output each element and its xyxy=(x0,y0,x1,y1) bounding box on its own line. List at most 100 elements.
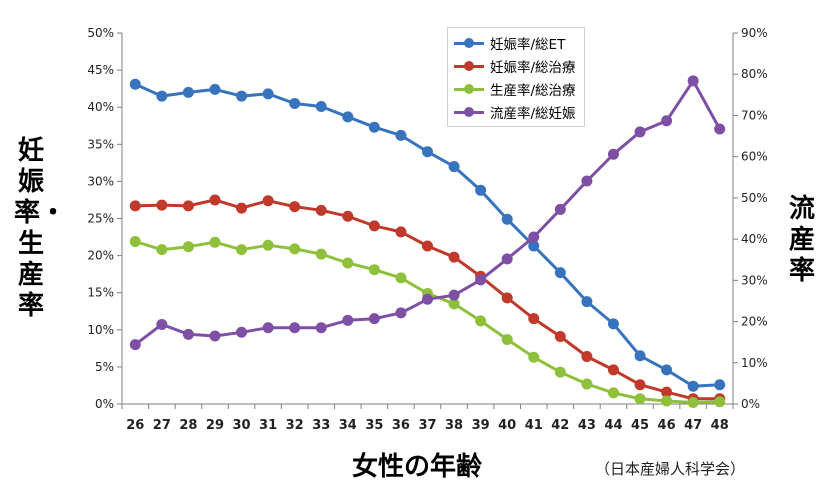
data-point xyxy=(315,248,327,260)
x-axis-label: 女性の年齢 xyxy=(352,452,483,482)
data-point xyxy=(607,318,619,330)
data-point xyxy=(395,272,407,284)
data-point xyxy=(342,111,354,123)
data-point xyxy=(581,351,593,363)
data-point xyxy=(262,322,274,334)
data-point xyxy=(236,90,248,102)
data-point xyxy=(528,351,540,363)
data-point xyxy=(156,244,168,256)
data-point xyxy=(182,328,194,340)
data-point xyxy=(475,315,487,327)
legend-swatch xyxy=(454,37,484,49)
data-point xyxy=(395,226,407,238)
data-point xyxy=(475,184,487,196)
y-tick-label-left: 20% xyxy=(87,249,114,263)
x-tick-label: 47 xyxy=(684,418,702,433)
legend-label: 妊娠率/総ET xyxy=(490,36,566,53)
data-point xyxy=(661,386,673,398)
data-point xyxy=(262,195,274,207)
data-point xyxy=(368,121,380,133)
data-point xyxy=(182,241,194,253)
data-point xyxy=(395,307,407,319)
data-point xyxy=(554,330,566,342)
x-tick-label: 37 xyxy=(418,418,436,433)
y-tick-label-right: 20% xyxy=(741,315,768,329)
data-point xyxy=(448,161,460,173)
data-point xyxy=(581,378,593,390)
legend: 妊娠率/総ET 妊娠率/総治療 生産率/総治療 流産率/総妊娠 xyxy=(447,27,585,127)
y-tick-label-right: 90% xyxy=(741,26,768,40)
data-point xyxy=(209,236,221,248)
data-point xyxy=(581,175,593,187)
data-point xyxy=(315,100,327,112)
x-tick-label: 41 xyxy=(525,418,543,433)
y-tick-label-right: 60% xyxy=(741,150,768,164)
legend-label: 流産率/総妊娠 xyxy=(490,105,576,122)
data-point xyxy=(368,313,380,325)
data-point xyxy=(156,90,168,102)
data-point xyxy=(634,350,646,362)
data-point xyxy=(156,199,168,211)
legend-item: 妊娠率/総治療 xyxy=(454,54,576,77)
y-tick-label-left: 5% xyxy=(95,360,114,374)
data-point xyxy=(129,339,141,351)
y-tick-label-left: 0% xyxy=(95,397,114,411)
data-point xyxy=(714,379,726,391)
legend-swatch xyxy=(454,106,484,118)
y-tick-label-left: 30% xyxy=(87,174,114,188)
x-tick-label: 36 xyxy=(392,418,410,433)
data-point xyxy=(368,264,380,276)
data-point xyxy=(236,202,248,214)
y-tick-label-left: 25% xyxy=(87,212,114,226)
data-point xyxy=(501,333,513,345)
x-tick-label: 35 xyxy=(365,418,383,433)
data-point xyxy=(528,240,540,252)
y-axis-right-label: 流産率 xyxy=(788,194,815,286)
data-point xyxy=(501,292,513,304)
y-tick-label-right: 80% xyxy=(741,67,768,81)
data-point xyxy=(714,396,726,408)
legend-label: 妊娠率/総治療 xyxy=(490,59,576,76)
data-point xyxy=(422,293,433,305)
data-point xyxy=(289,201,301,213)
x-tick-label: 30 xyxy=(232,418,250,433)
data-point xyxy=(528,231,540,243)
data-point xyxy=(448,289,460,301)
data-point xyxy=(634,126,646,138)
y-tick-label-right: 40% xyxy=(741,232,768,246)
y-tick-label-left: 40% xyxy=(87,100,114,114)
data-point xyxy=(661,115,673,127)
data-point xyxy=(448,298,460,310)
data-point xyxy=(501,213,513,225)
data-point xyxy=(129,78,141,90)
data-point xyxy=(661,364,673,376)
data-point xyxy=(182,86,194,98)
data-point xyxy=(395,129,407,141)
x-tick-label: 31 xyxy=(259,418,277,433)
x-tick-label: 34 xyxy=(339,418,357,433)
data-point xyxy=(342,314,354,326)
y-axis-left-label: 妊娠率・生産率 xyxy=(14,136,67,321)
x-tick-label: 44 xyxy=(604,418,622,433)
data-point xyxy=(501,253,513,265)
x-tick-label: 32 xyxy=(286,418,304,433)
y-tick-label-left: 50% xyxy=(87,26,114,40)
y-tick-label-right: 50% xyxy=(741,191,768,205)
data-point xyxy=(554,366,566,378)
data-point xyxy=(554,267,566,279)
x-tick-label: 29 xyxy=(206,418,224,433)
data-point xyxy=(448,251,460,263)
x-tick-label: 38 xyxy=(445,418,463,433)
data-point xyxy=(156,318,168,330)
data-point xyxy=(236,244,248,256)
source-note: （日本産婦人科学会） xyxy=(595,460,746,478)
legend-swatch xyxy=(454,83,484,95)
legend-item: 妊娠率/総ET xyxy=(454,31,576,54)
data-point xyxy=(342,210,354,222)
data-point xyxy=(289,322,301,334)
data-point xyxy=(368,220,380,232)
data-point xyxy=(209,330,221,342)
x-tick-label: 28 xyxy=(179,418,197,433)
data-point xyxy=(687,75,699,87)
